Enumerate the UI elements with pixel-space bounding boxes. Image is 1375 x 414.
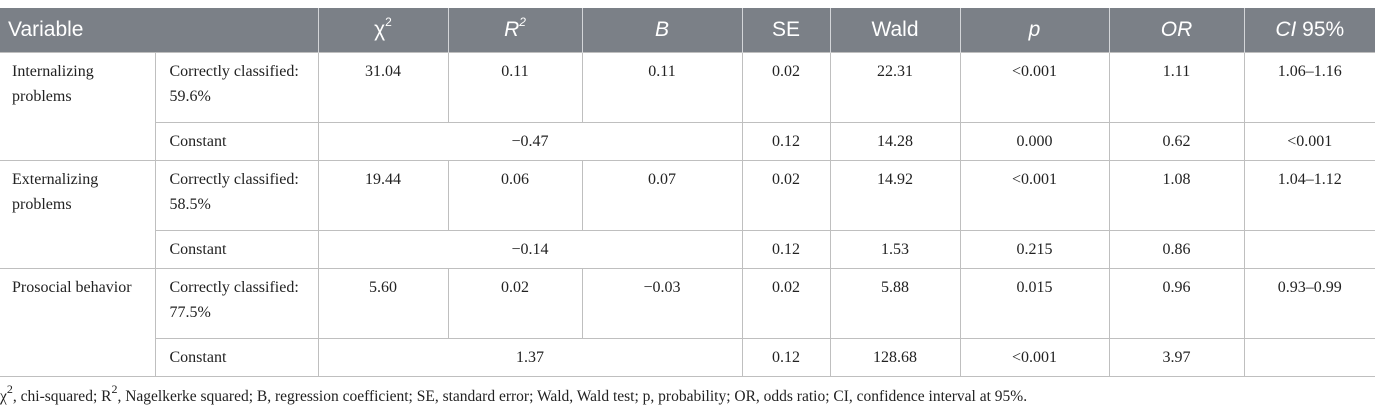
regression-table: Variable χ2 R2 B SE Wald p OR CI 95% Int…	[0, 8, 1375, 377]
cell-p: <0.001	[959, 338, 1110, 377]
header-ci: CI 95%	[1243, 8, 1375, 53]
table-row: Internalizing problems Correctly classif…	[0, 52, 1375, 161]
header-se: SE	[741, 8, 830, 53]
cell-p: 0.015	[959, 268, 1110, 339]
variable-name: Externalizing problems	[0, 160, 156, 269]
cell-p: <0.001	[959, 160, 1110, 231]
cell-r2: 0.06	[447, 160, 583, 231]
header-wald: Wald	[829, 8, 960, 53]
cell-or: 0.86	[1108, 230, 1245, 269]
cell-chi2: 31.04	[317, 52, 449, 123]
cell-wald: 22.31	[829, 52, 961, 123]
cell-or: 1.08	[1108, 160, 1245, 231]
row-label: Correctly classified: 59.6%	[154, 52, 319, 123]
row-label: Constant	[154, 230, 319, 269]
cell-p: 0.215	[959, 230, 1110, 269]
table-row: Prosocial behavior Correctly classified:…	[0, 268, 1375, 377]
cell-chi2: 19.44	[317, 160, 449, 231]
cell-b: −0.03	[581, 268, 743, 339]
cell-se: 0.12	[741, 122, 831, 161]
table-row: Constant −0.14 0.12 1.53 0.215 0.86	[0, 230, 1375, 269]
cell-ci: 0.93–0.99	[1243, 268, 1375, 339]
cell-ci: 1.06–1.16	[1243, 52, 1375, 123]
cell-r2: 0.11	[447, 52, 583, 123]
cell-ci	[1243, 230, 1375, 269]
header-chi2: χ2	[317, 8, 448, 53]
cell-or: 0.96	[1108, 268, 1245, 339]
header-p: p	[959, 8, 1109, 53]
cell-ci	[1243, 338, 1375, 377]
cell-ci: <0.001	[1243, 122, 1375, 161]
cell-se: 0.02	[741, 160, 831, 231]
cell-or: 1.11	[1108, 52, 1245, 123]
cell-se: 0.02	[741, 268, 831, 339]
header-or: OR	[1108, 8, 1244, 53]
cell-chi2: 5.60	[317, 268, 449, 339]
cell-or: 0.62	[1108, 122, 1245, 161]
cell-constant-b: −0.14	[317, 230, 743, 269]
cell-ci: 1.04–1.12	[1243, 160, 1375, 231]
row-label: Constant	[154, 122, 319, 161]
row-label: Constant	[154, 338, 319, 377]
cell-wald: 1.53	[829, 230, 961, 269]
cell-b: 0.07	[581, 160, 743, 231]
table-row: Constant −0.47 0.12 14.28 0.000 0.62 <0.…	[0, 122, 1375, 161]
header-b: B	[581, 8, 742, 53]
header-row: Variable χ2 R2 B SE Wald p OR CI 95%	[0, 8, 1375, 53]
cell-se: 0.12	[741, 230, 831, 269]
header-r2: R2	[447, 8, 582, 53]
cell-wald: 14.28	[829, 122, 961, 161]
cell-or: 3.97	[1108, 338, 1245, 377]
cell-r2: 0.02	[447, 268, 583, 339]
cell-wald: 5.88	[829, 268, 961, 339]
cell-wald: 128.68	[829, 338, 961, 377]
cell-se: 0.02	[741, 52, 831, 123]
cell-b: 0.11	[581, 52, 743, 123]
variable-name: Internalizing problems	[0, 52, 156, 161]
cell-constant-b: −0.47	[317, 122, 743, 161]
cell-wald: 14.92	[829, 160, 961, 231]
table-footnote: χ2, chi-squared; R2, Nagelkerke squared;…	[0, 381, 1028, 405]
cell-se: 0.12	[741, 338, 831, 377]
table-row: Externalizing problems Correctly classif…	[0, 160, 1375, 269]
cell-constant-b: 1.37	[317, 338, 743, 377]
row-label: Correctly classified: 58.5%	[154, 160, 319, 231]
variable-name: Prosocial behavior	[0, 268, 156, 377]
cell-p: <0.001	[959, 52, 1110, 123]
table-row: Constant 1.37 0.12 128.68 <0.001 3.97	[0, 338, 1375, 377]
cell-p: 0.000	[959, 122, 1110, 161]
row-label: Correctly classified: 77.5%	[154, 268, 319, 339]
header-variable: Variable	[0, 8, 318, 53]
